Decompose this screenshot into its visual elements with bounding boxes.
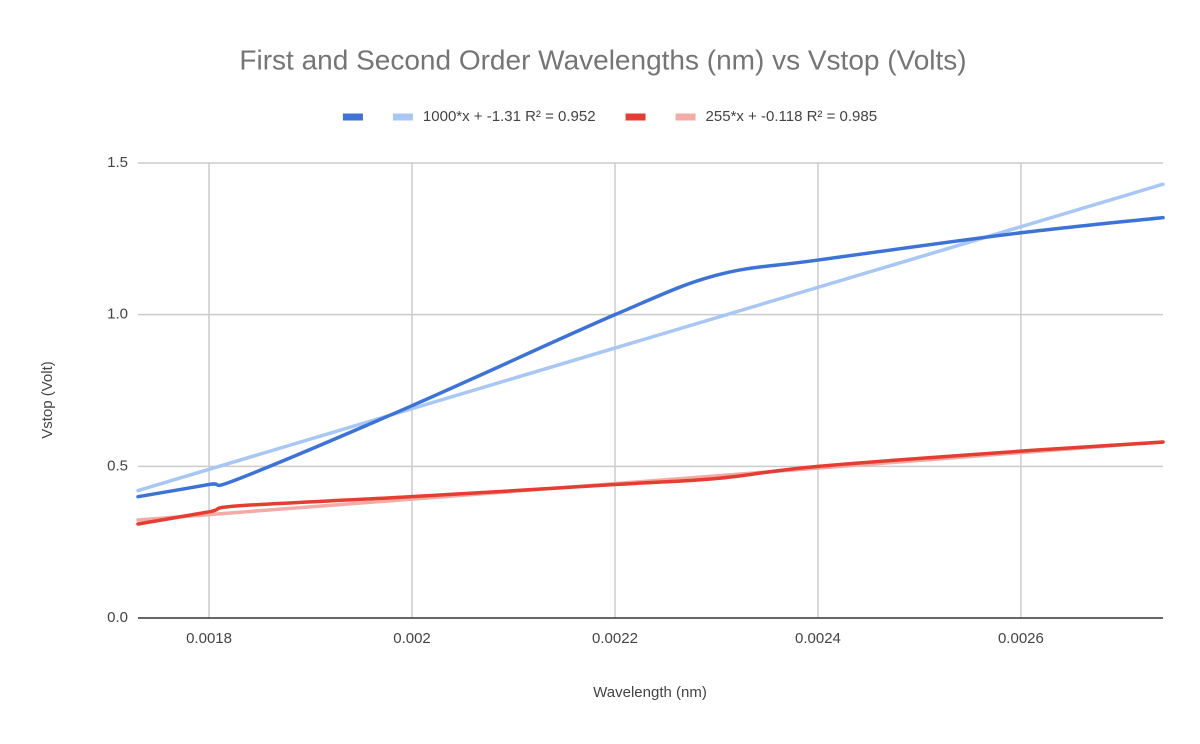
series-line xyxy=(136,440,1165,526)
x-tick-label: 0.0026 xyxy=(998,630,1044,647)
series-line xyxy=(136,215,1165,499)
legend-swatch xyxy=(342,113,363,121)
chart-title: First and Second Order Wavelengths (nm) … xyxy=(239,44,966,75)
x-tick-label: 0.002 xyxy=(393,630,431,647)
y-axis-title: Vstop (Volt) xyxy=(39,361,56,439)
legend-label: 255*x + -0.118 R² = 0.985 xyxy=(706,108,878,125)
legend-swatch xyxy=(625,113,646,121)
plot xyxy=(136,182,1165,526)
x-tick-label: 0.0022 xyxy=(592,630,638,647)
x-axis-title: Wavelength (nm) xyxy=(593,684,707,701)
grid: 0.0 0.5 1.0 1.5 0.0018 0.002 0.0022 0.0024 0.002… xyxy=(107,154,1163,647)
x-tick-label: 0.0018 xyxy=(186,630,232,647)
legend: 1000*x + -1.31 R² = 0.952 255*x + -0.118 … xyxy=(342,108,878,125)
y-tick-label: 1.0 xyxy=(107,306,128,323)
y-tick-label: 0.5 xyxy=(107,457,128,474)
y-tick-label: 0.0 xyxy=(107,609,128,626)
legend-swatch xyxy=(675,113,696,121)
legend-label: 1000*x + -1.31 R² = 0.952 xyxy=(423,108,596,125)
y-tick-label: 1.5 xyxy=(107,154,128,171)
legend-swatch xyxy=(392,113,413,121)
x-tick-label: 0.0024 xyxy=(795,630,841,647)
